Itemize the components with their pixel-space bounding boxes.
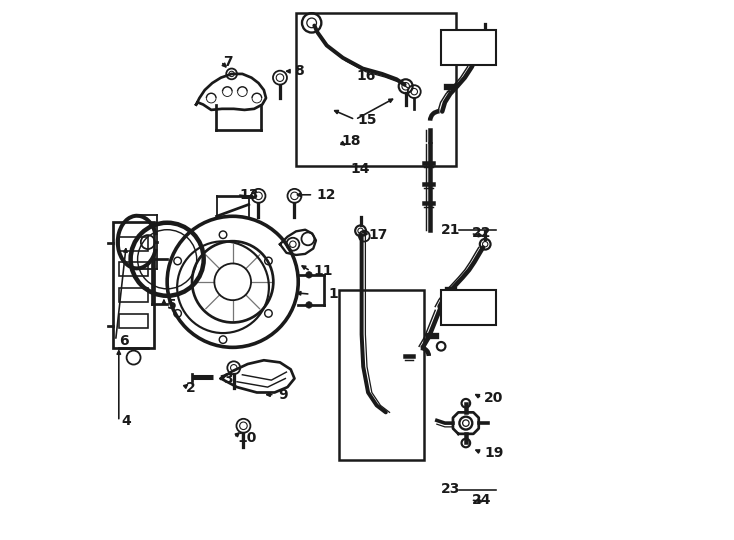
- Text: 6: 6: [119, 334, 128, 348]
- Text: 11: 11: [313, 264, 333, 278]
- Text: 9: 9: [278, 388, 288, 402]
- Text: 23: 23: [441, 482, 460, 496]
- Text: 3: 3: [223, 372, 233, 386]
- Circle shape: [306, 272, 312, 278]
- Bar: [119, 314, 148, 328]
- Text: 7: 7: [223, 55, 233, 69]
- Text: 2: 2: [186, 381, 195, 395]
- Text: 15: 15: [357, 112, 377, 126]
- Bar: [119, 262, 148, 276]
- Text: 17: 17: [368, 228, 388, 242]
- Text: 12: 12: [316, 188, 335, 202]
- Bar: [114, 221, 153, 348]
- Text: 4: 4: [121, 415, 131, 429]
- Text: 18: 18: [341, 134, 360, 148]
- Bar: [296, 13, 456, 166]
- Bar: [119, 237, 148, 251]
- Text: 1: 1: [328, 287, 338, 301]
- Text: 13: 13: [239, 188, 258, 202]
- Text: 14: 14: [351, 162, 371, 176]
- Text: 24: 24: [472, 493, 491, 507]
- Circle shape: [306, 302, 312, 308]
- Bar: [119, 288, 148, 302]
- Text: 10: 10: [237, 430, 256, 444]
- Text: 8: 8: [294, 64, 304, 78]
- Text: 20: 20: [484, 391, 504, 405]
- Text: 5: 5: [167, 298, 177, 312]
- Text: 21: 21: [441, 222, 461, 237]
- Bar: [339, 291, 424, 460]
- Text: 22: 22: [472, 226, 491, 240]
- Bar: [441, 30, 496, 65]
- Text: 19: 19: [484, 446, 504, 460]
- Bar: [441, 291, 496, 325]
- Text: 16: 16: [356, 69, 376, 83]
